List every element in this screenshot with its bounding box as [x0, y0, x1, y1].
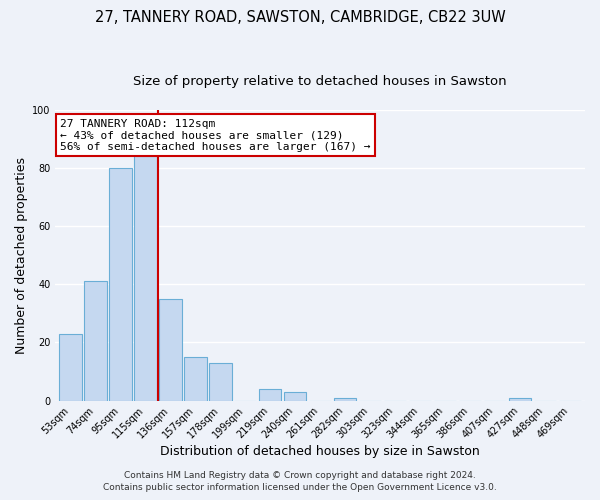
Y-axis label: Number of detached properties: Number of detached properties — [15, 157, 28, 354]
Bar — [109, 168, 131, 400]
Bar — [334, 398, 356, 400]
Bar — [134, 156, 157, 400]
Bar — [284, 392, 307, 400]
Bar — [59, 334, 82, 400]
Bar — [84, 282, 107, 401]
Bar — [509, 398, 531, 400]
Text: Contains HM Land Registry data © Crown copyright and database right 2024.
Contai: Contains HM Land Registry data © Crown c… — [103, 471, 497, 492]
Bar — [184, 357, 206, 401]
Bar — [209, 363, 232, 401]
Text: 27, TANNERY ROAD, SAWSTON, CAMBRIDGE, CB22 3UW: 27, TANNERY ROAD, SAWSTON, CAMBRIDGE, CB… — [95, 10, 505, 25]
Bar — [159, 299, 182, 400]
Bar — [259, 389, 281, 400]
Title: Size of property relative to detached houses in Sawston: Size of property relative to detached ho… — [133, 75, 507, 88]
X-axis label: Distribution of detached houses by size in Sawston: Distribution of detached houses by size … — [160, 444, 480, 458]
Text: 27 TANNERY ROAD: 112sqm
← 43% of detached houses are smaller (129)
56% of semi-d: 27 TANNERY ROAD: 112sqm ← 43% of detache… — [61, 118, 371, 152]
